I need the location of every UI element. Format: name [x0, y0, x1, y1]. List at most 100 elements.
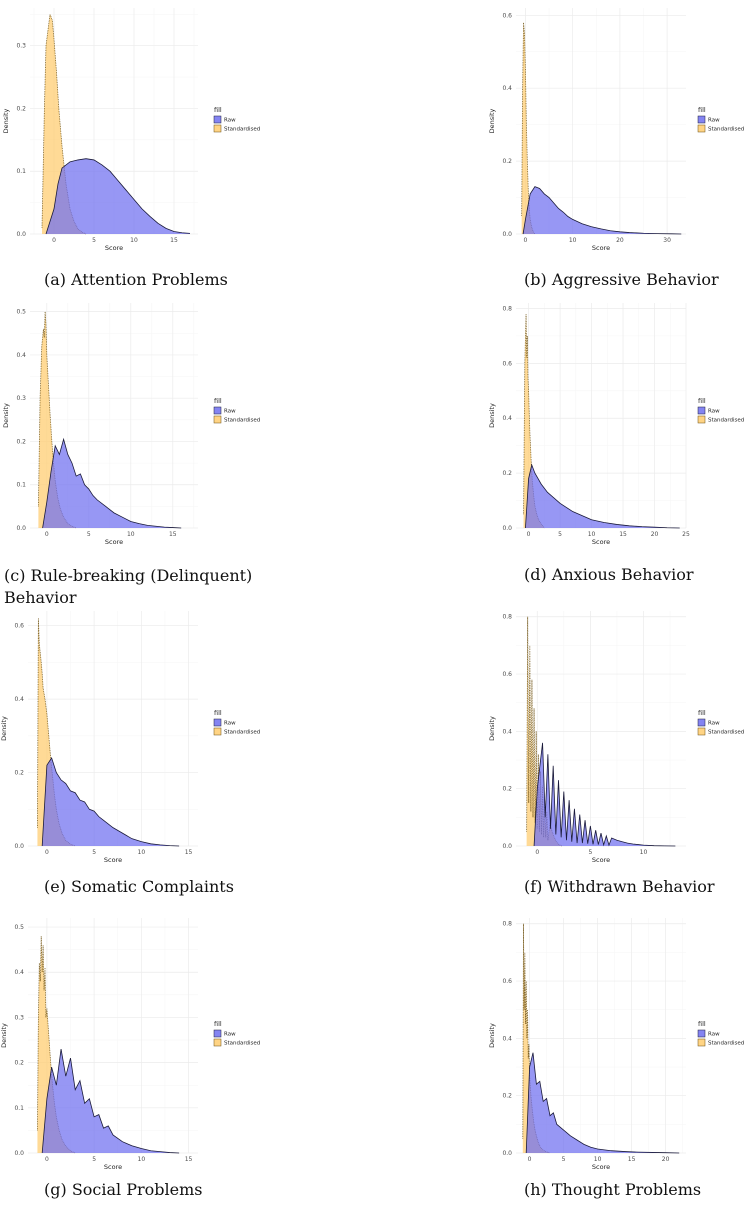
y-tick-label: 0.4: [502, 415, 512, 422]
x-tick-label: 10: [127, 531, 135, 538]
legend-key-raw: [213, 406, 222, 415]
y-axis-title: Density: [488, 403, 496, 428]
density-area-raw: [523, 186, 682, 234]
x-tick-label: 15: [628, 1156, 636, 1163]
legend-key-standardised: [697, 727, 706, 736]
legend-title: fill: [698, 709, 706, 717]
y-tick-label: 0.0: [14, 1150, 24, 1157]
legend-key-standardised: [213, 727, 222, 736]
legend-key-raw: [697, 115, 706, 124]
legend-key-raw: [697, 1029, 706, 1038]
legend-label-raw: Raw: [224, 409, 236, 415]
legend-key-standardised: [697, 1038, 706, 1047]
subfigure-caption: (e) Somatic Complaints: [44, 877, 234, 896]
x-tick-label: 10: [569, 237, 577, 244]
y-tick-label: 0.6: [502, 360, 512, 367]
density-line-raw: [525, 463, 680, 529]
density-area-standardised: [523, 313, 545, 528]
y-tick-label: 0.6: [502, 978, 512, 985]
x-tick-label: 20: [651, 531, 659, 538]
y-tick-label: 0.5: [14, 924, 24, 931]
x-axis-title: Score: [105, 538, 123, 546]
chart-g: 0 5 10 15 0.0 0.1 0.2 0.3 0.4 0.5 Score Density fill…: [0, 918, 260, 1171]
y-tick-label: 0.2: [16, 438, 26, 445]
legend-label-raw: Raw: [224, 721, 236, 727]
panel-g: 0 5 10 15 0.0 0.1 0.2 0.3 0.4 0.5 Score Density fill…: [0, 910, 372, 1210]
y-axis-title: Density: [0, 716, 8, 741]
legend-title: fill: [698, 106, 706, 114]
legend-key-raw: [697, 406, 706, 415]
x-tick-label: 15: [185, 849, 193, 856]
y-tick-label: 0.2: [502, 158, 512, 165]
density-line-raw: [41, 1048, 180, 1154]
density-area-standardised: [42, 14, 86, 235]
subfigure-caption: (b) Aggressive Behavior: [524, 270, 719, 289]
x-tick-label: 25: [682, 531, 690, 538]
y-tick-label: 0.2: [502, 786, 512, 793]
y-tick-label: 0.8: [502, 614, 512, 621]
legend-title: fill: [698, 1020, 706, 1028]
y-tick-label: 0.2: [14, 1060, 24, 1067]
density-line-raw: [42, 437, 182, 529]
y-tick-label: 0.0: [16, 525, 26, 532]
y-tick-label: 0.6: [502, 12, 512, 19]
density-line-raw: [533, 742, 676, 847]
y-tick-label: 0.0: [502, 525, 512, 532]
x-tick-label: 20: [616, 237, 624, 244]
legend-key-standardised: [213, 124, 222, 133]
density-area-raw: [46, 158, 190, 234]
density-area-raw: [525, 464, 680, 528]
y-axis-title: Density: [488, 716, 496, 741]
y-tick-label: 0.4: [14, 696, 24, 703]
legend-label-standardised: Standardised: [224, 127, 260, 133]
legend-label-standardised: Standardised: [708, 730, 744, 736]
y-tick-label: 0.1: [16, 482, 26, 489]
x-axis-title: Score: [592, 244, 610, 252]
density-line-raw: [522, 186, 682, 235]
legend-key-standardised: [213, 1038, 222, 1047]
y-tick-label: 0.0: [14, 843, 24, 850]
subfigure-caption: (f) Withdrawn Behavior: [524, 877, 715, 896]
x-tick-label: 5: [558, 531, 562, 538]
x-axis-title: Score: [592, 1163, 610, 1171]
x-axis-title: Score: [105, 244, 123, 252]
legend-title: fill: [214, 709, 222, 717]
x-tick-label: 5: [92, 849, 96, 856]
x-tick-label: 0: [45, 531, 49, 538]
legend-label-raw: Raw: [224, 118, 236, 124]
legend-label-raw: Raw: [708, 118, 720, 124]
y-tick-label: 0.1: [16, 168, 26, 175]
panel-h: 0 5 10 15 20 0.0 0.2 0.4 0.6 0.8 Score Density fill R…: [372, 910, 744, 1210]
y-tick-label: 0.8: [502, 305, 512, 312]
panel-e: 0 5 10 15 0.0 0.2 0.4 0.6 Score Density fill Raw Sta…: [0, 605, 372, 905]
legend-key-raw: [697, 718, 706, 727]
density-line-standardised: [38, 311, 77, 529]
legend-key-raw: [213, 115, 222, 124]
y-tick-label: 0.2: [16, 105, 26, 112]
density-area-raw: [42, 1049, 180, 1153]
x-tick-label: 0: [45, 849, 49, 856]
x-tick-label: 30: [663, 237, 671, 244]
x-axis-title: Score: [104, 1163, 122, 1171]
y-tick-label: 0.4: [502, 85, 512, 92]
subfigure-caption: (a) Attention Problems: [44, 270, 228, 289]
legend-key-raw: [213, 1029, 222, 1038]
density-area-standardised: [521, 22, 535, 234]
y-tick-label: 0.2: [502, 1093, 512, 1100]
y-tick-label: 0.2: [502, 470, 512, 477]
panel-d: 0 5 10 15 20 25 0.0 0.2 0.4 0.6 0.8 Score Density fil…: [372, 295, 744, 595]
x-tick-label: 5: [92, 1156, 96, 1163]
x-tick-label: 0: [535, 849, 539, 856]
legend-title: fill: [214, 397, 222, 405]
chart-c: 0 5 10 15 0.0 0.1 0.2 0.3 0.4 0.5 Score Density fill…: [2, 303, 260, 546]
x-tick-label: 5: [87, 531, 91, 538]
density-area-raw: [526, 1052, 680, 1153]
density-line-raw: [41, 756, 180, 847]
density-area-raw: [534, 742, 676, 846]
